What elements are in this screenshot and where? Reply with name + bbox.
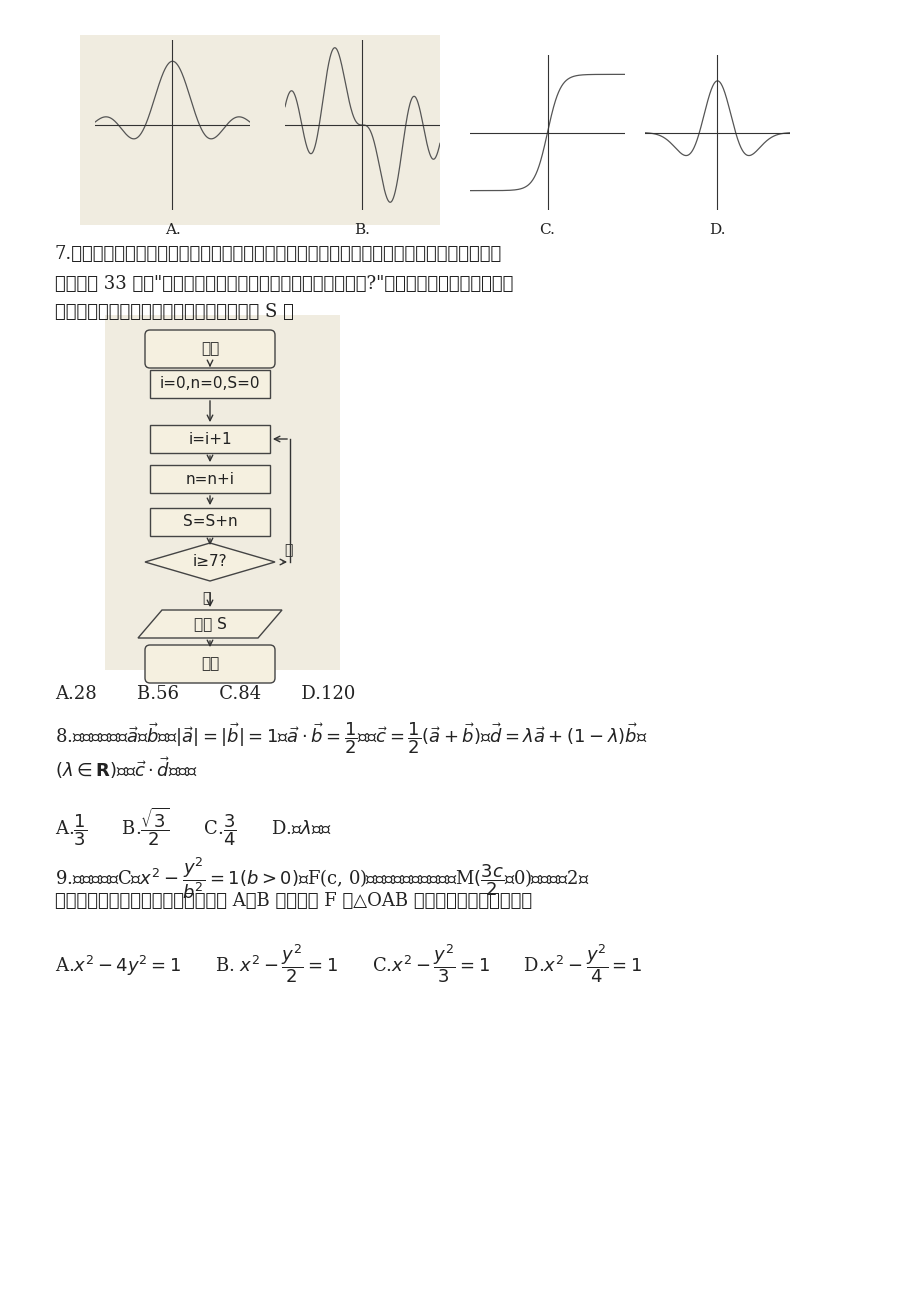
Text: C.: C. xyxy=(539,223,555,237)
Bar xyxy=(150,508,269,536)
Text: 8.已知平面向量$\vec{a}$，$\vec{b}$满足$|\vec{a}|=|\vec{b}|=1$，$\vec{a}\cdot\vec{b}=\dfrac: 8.已知平面向量$\vec{a}$，$\vec{b}$满足$|\vec{a}|=… xyxy=(55,720,647,755)
Text: i=0,n=0,S=0: i=0,n=0,S=0 xyxy=(160,376,260,392)
Text: S=S+n: S=S+n xyxy=(183,514,237,530)
Text: n=n+i: n=n+i xyxy=(186,471,234,487)
Text: 卷八中第 33 问："今有三角果一垛，底阔每面七个。问该若干?"如图是解决该问题的程序框: 卷八中第 33 问："今有三角果一垛，底阔每面七个。问该若干?"如图是解决该问题… xyxy=(55,275,513,293)
Bar xyxy=(150,370,269,398)
Text: $(\lambda\in\mathbf{R})$，则$\vec{c}\cdot\vec{d}$的值为: $(\lambda\in\mathbf{R})$，则$\vec{c}\cdot\… xyxy=(55,755,198,781)
Bar xyxy=(150,424,269,453)
FancyBboxPatch shape xyxy=(145,329,275,368)
Text: 7.程大位是明代著名数学家，他的《新编直指算法统宗》是中国历史上一部影响巨大的著作。: 7.程大位是明代著名数学家，他的《新编直指算法统宗》是中国历史上一部影响巨大的著… xyxy=(55,245,502,263)
Text: i≥7?: i≥7? xyxy=(192,555,227,569)
Polygon shape xyxy=(138,611,282,638)
FancyBboxPatch shape xyxy=(105,315,340,671)
FancyBboxPatch shape xyxy=(80,35,439,225)
Text: 直线与双曲线的两条渐近线分别交于 A，B 两点，若 F 为△OAB 的内心，则双曲线方程为: 直线与双曲线的两条渐近线分别交于 A，B 两点，若 F 为△OAB 的内心，则双… xyxy=(55,892,531,910)
Text: i=i+1: i=i+1 xyxy=(188,431,232,447)
FancyBboxPatch shape xyxy=(145,644,275,684)
Text: 输出 S: 输出 S xyxy=(193,617,226,631)
Polygon shape xyxy=(145,543,275,581)
Text: A.$x^2-4y^2=1$      B. $x^2-\dfrac{y^2}{2}=1$      C.$x^2-\dfrac{y^2}{3}=1$     : A.$x^2-4y^2=1$ B. $x^2-\dfrac{y^2}{2}=1$… xyxy=(55,943,641,984)
Text: A.28       B.56       C.84       D.120: A.28 B.56 C.84 D.120 xyxy=(55,685,355,703)
Bar xyxy=(150,465,269,493)
Text: B.: B. xyxy=(354,223,370,237)
Text: 9.已知双曲线C：$x^2-\dfrac{y^2}{b^2}=1(b>0)$，F(c, 0)为双曲线的右焦点，过M$(\dfrac{3c}{2}$，0)作斜率为: 9.已知双曲线C：$x^2-\dfrac{y^2}{b^2}=1(b>0)$，F… xyxy=(55,855,589,901)
Text: 是: 是 xyxy=(202,591,210,605)
Text: A.: A. xyxy=(165,223,180,237)
Text: D.: D. xyxy=(709,223,725,237)
Text: 否: 否 xyxy=(284,543,292,557)
Text: 结束: 结束 xyxy=(200,656,219,672)
Text: 图。执行该程序框图，求得该垛果子的总数 S 为: 图。执行该程序框图，求得该垛果子的总数 S 为 xyxy=(55,303,293,322)
Text: A.$\dfrac{1}{3}$      B.$\dfrac{\sqrt{3}}{2}$      C.$\dfrac{3}{4}$      D.与$\la: A.$\dfrac{1}{3}$ B.$\dfrac{\sqrt{3}}{2}$… xyxy=(55,805,331,848)
Text: 开始: 开始 xyxy=(200,341,219,357)
